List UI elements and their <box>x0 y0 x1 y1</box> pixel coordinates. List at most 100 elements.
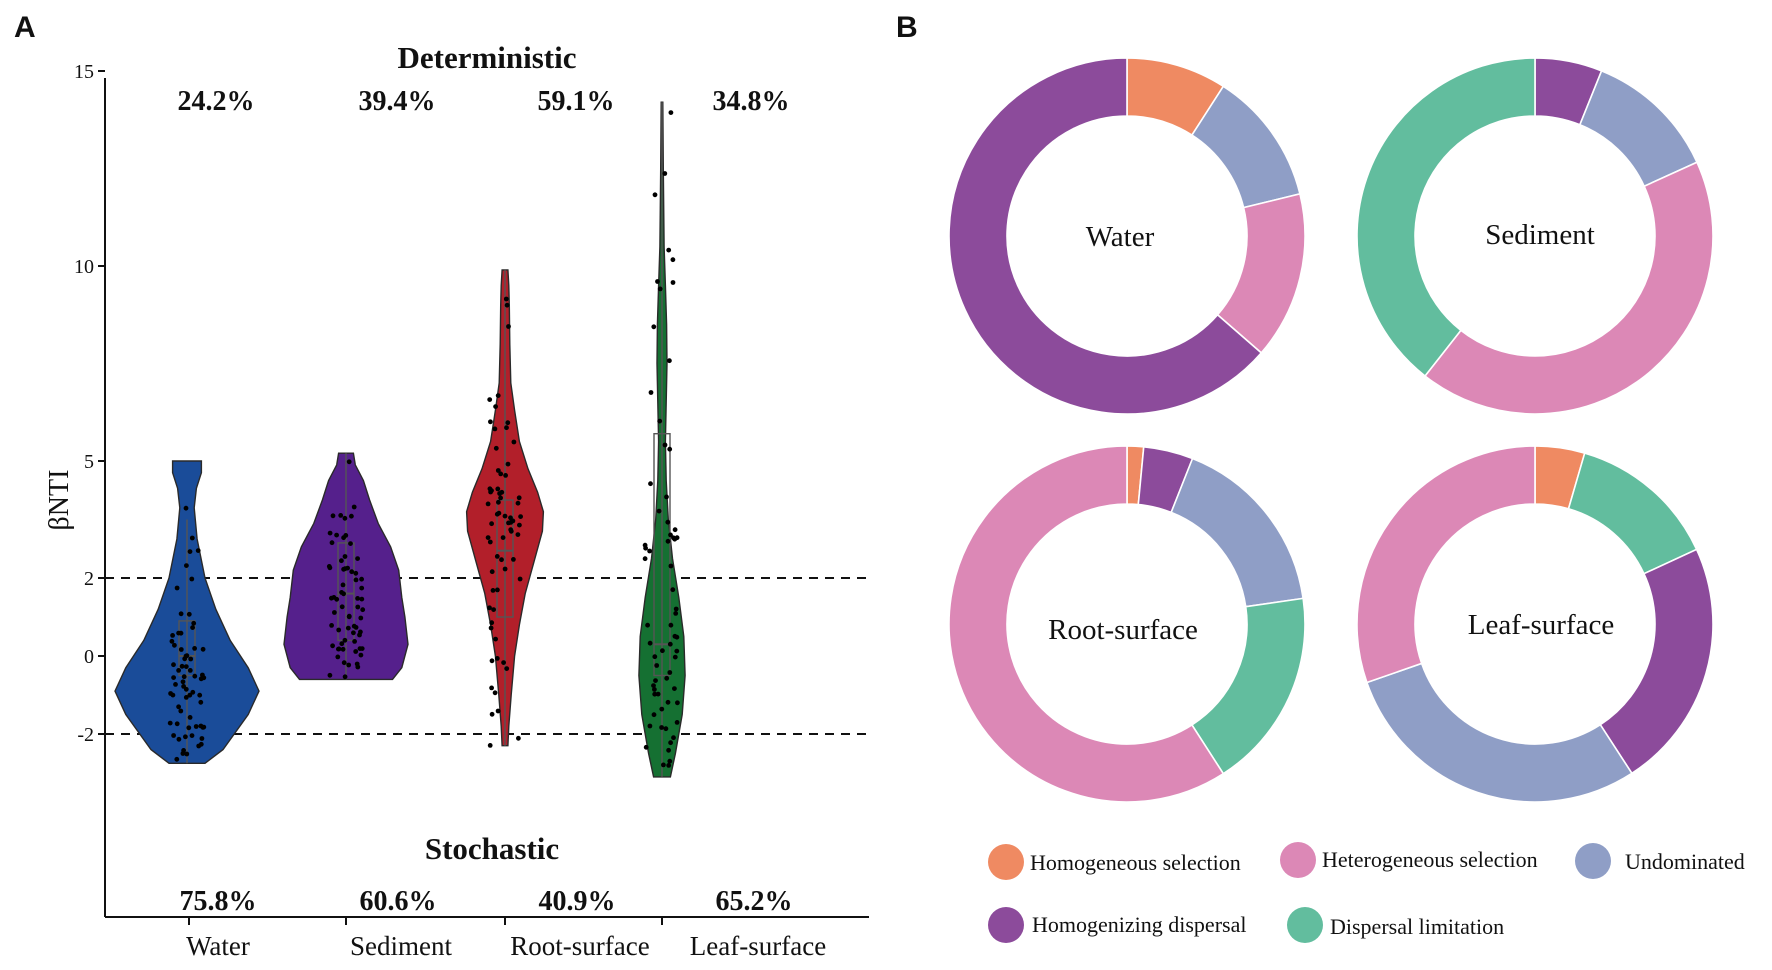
data-point <box>326 564 332 569</box>
box-leaf-surface <box>653 433 671 677</box>
data-point <box>186 611 192 617</box>
data-point <box>341 660 347 666</box>
donut-slice-homogenizing-dispersal <box>1599 548 1714 775</box>
donut-water: Water <box>948 57 1306 415</box>
y-tick-label: 0 <box>84 646 94 668</box>
data-point <box>674 720 680 725</box>
data-point <box>665 519 671 525</box>
data-point <box>655 691 661 697</box>
data-point <box>651 683 656 688</box>
stochastic-pct-water: 75.8% <box>180 886 257 917</box>
data-point <box>489 711 495 717</box>
data-point <box>183 695 189 700</box>
data-point <box>488 489 493 495</box>
data-point <box>189 576 195 582</box>
data-point <box>643 744 649 750</box>
data-point <box>667 358 672 364</box>
data-point <box>197 692 203 698</box>
legend-label-heterogeneous-selection: Heterogeneous selection <box>1322 847 1538 872</box>
data-point <box>485 535 491 540</box>
data-point <box>181 674 187 680</box>
data-point <box>190 625 196 630</box>
data-point <box>346 614 352 620</box>
y-tick-label: 2 <box>84 568 94 590</box>
data-point <box>647 640 653 646</box>
data-point <box>488 419 493 425</box>
data-point <box>665 538 671 544</box>
data-point <box>201 675 207 681</box>
data-point <box>501 660 506 665</box>
data-point <box>174 756 180 762</box>
y-tick-label: 10 <box>74 256 94 278</box>
data-point <box>338 513 344 518</box>
data-point <box>664 494 669 500</box>
data-point <box>349 513 354 519</box>
data-point <box>189 535 195 541</box>
data-point <box>355 664 361 670</box>
stochastic-pct-leaf-surface: 65.2% <box>716 886 793 917</box>
data-point <box>340 646 346 652</box>
donut-slice-undominated <box>1170 457 1305 608</box>
data-point <box>672 686 677 691</box>
data-point <box>494 656 500 661</box>
data-point <box>348 541 353 546</box>
data-point <box>493 404 498 409</box>
data-point <box>517 522 522 528</box>
data-point <box>506 324 511 329</box>
donut-slice-undominated <box>1578 69 1699 188</box>
donut-slice-heterogeneous-selection <box>1423 161 1714 415</box>
deterministic-pct-water: 24.2% <box>178 86 255 117</box>
data-point <box>342 515 348 521</box>
data-point <box>353 625 359 630</box>
legend-label-undominated: Undominated <box>1625 849 1745 874</box>
y-ticks: -2 0 2 5 10 15 <box>74 61 105 746</box>
data-point <box>171 662 176 668</box>
data-point <box>334 532 339 538</box>
data-point <box>343 533 349 538</box>
data-point <box>342 637 348 643</box>
data-point <box>183 664 189 669</box>
data-point <box>502 513 508 519</box>
data-point <box>174 721 180 727</box>
data-point <box>496 499 501 505</box>
donut-slice-dispersal-limitation <box>1190 597 1306 775</box>
violin-sediment <box>283 452 409 681</box>
data-point <box>652 192 658 198</box>
data-point <box>666 747 671 753</box>
data-point <box>493 445 499 451</box>
data-point <box>491 607 496 612</box>
data-point <box>180 751 186 756</box>
data-point <box>673 611 679 616</box>
data-point <box>516 495 522 501</box>
data-point <box>668 740 673 746</box>
data-point <box>176 668 182 673</box>
violin-water <box>114 460 260 764</box>
data-point <box>187 715 193 720</box>
data-point <box>351 630 356 636</box>
data-point <box>170 633 176 638</box>
data-point <box>329 623 334 628</box>
data-point <box>192 646 198 651</box>
data-point <box>359 596 365 602</box>
stochastic-pct-root-surface: 40.9% <box>539 886 616 917</box>
data-point <box>346 459 352 465</box>
data-point <box>668 563 674 569</box>
data-point <box>648 390 654 395</box>
donut-slice-dispersal-limitation <box>1356 57 1536 378</box>
data-point <box>515 532 521 537</box>
data-point <box>495 708 501 714</box>
data-point <box>511 557 516 562</box>
y-axis-label: βNTI <box>44 470 75 531</box>
data-point <box>672 536 678 542</box>
legend-label-homogenizing-dispersal: Homogenizing dispersal <box>1032 912 1246 937</box>
data-point <box>489 521 494 527</box>
data-point <box>180 679 186 685</box>
data-point <box>339 590 344 595</box>
data-point <box>647 548 652 554</box>
data-point <box>332 610 337 615</box>
data-point <box>327 530 333 536</box>
data-point <box>656 508 662 514</box>
data-point <box>672 654 678 660</box>
data-point <box>667 641 673 647</box>
